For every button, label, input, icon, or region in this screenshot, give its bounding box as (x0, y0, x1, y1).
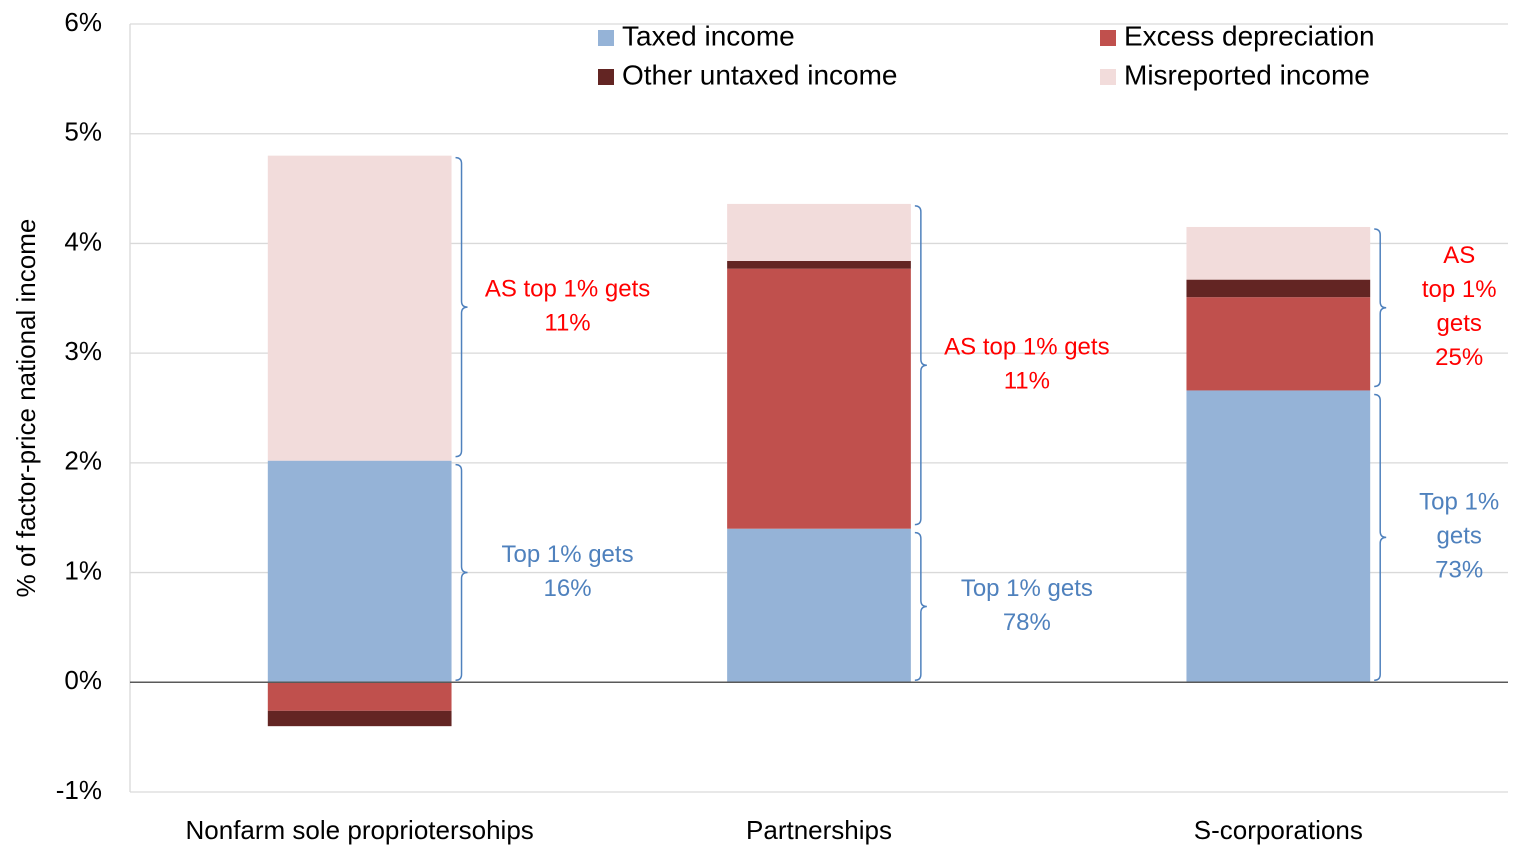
bar-segment (267, 710, 452, 727)
legend-label: Excess depreciation (1124, 20, 1375, 51)
annotation: top 1% (1422, 276, 1497, 303)
annotation: gets (1437, 523, 1482, 550)
y-tick-label: 0% (64, 665, 102, 695)
legend-swatch (598, 69, 614, 85)
x-tick-label: Nonfarm sole propriotersohips (186, 815, 534, 845)
annotation: 25% (1435, 344, 1483, 371)
bar-segment (1186, 390, 1371, 683)
bar-segment (267, 460, 452, 683)
annotation: Top 1% gets (501, 541, 633, 568)
legend-swatch (1100, 69, 1116, 85)
annotation: 73% (1435, 557, 1483, 584)
y-tick-label: 5% (64, 117, 102, 147)
y-tick-label: 3% (64, 336, 102, 366)
annotation: 11% (544, 310, 590, 337)
annotation: gets (1437, 310, 1482, 337)
annotation: AS top 1% gets (944, 334, 1109, 361)
annotation: Top 1% (1419, 489, 1499, 516)
bracket (1374, 393, 1387, 682)
legend-label: Other untaxed income (622, 59, 898, 90)
bracket (1374, 228, 1387, 388)
bar-segment (727, 260, 911, 269)
bar-segment (727, 528, 911, 683)
bar-segment (267, 682, 452, 711)
y-tick-label: -1% (56, 775, 102, 805)
bracket (455, 156, 468, 458)
y-tick-label: 1% (64, 555, 102, 585)
x-tick-label: Partnerships (746, 815, 892, 845)
bar-segment (1186, 279, 1371, 298)
annotation: 16% (544, 575, 592, 602)
bracket (914, 205, 927, 526)
bar-segment (267, 155, 452, 461)
bracket (455, 463, 468, 682)
legend-label: Taxed income (622, 20, 795, 51)
y-axis-label: % of factor-price national income (11, 219, 41, 598)
legend-swatch (1100, 30, 1116, 46)
bar-segment (727, 268, 911, 529)
bar-segment (1186, 226, 1371, 280)
annotation: AS (1443, 242, 1475, 269)
y-tick-label: 2% (64, 446, 102, 476)
y-tick-label: 6% (64, 7, 102, 37)
legend-swatch (598, 30, 614, 46)
legend-label: Misreported income (1124, 59, 1370, 90)
bracket (914, 531, 927, 682)
bar-segment (1186, 297, 1371, 391)
annotation: 11% (1004, 368, 1050, 395)
bar-segment (727, 203, 911, 261)
annotation: Top 1% gets (961, 575, 1093, 602)
x-tick-label: S-corporations (1194, 815, 1363, 845)
annotation: AS top 1% gets (485, 276, 650, 303)
annotation: 78% (1003, 609, 1051, 636)
y-tick-label: 4% (64, 226, 102, 256)
